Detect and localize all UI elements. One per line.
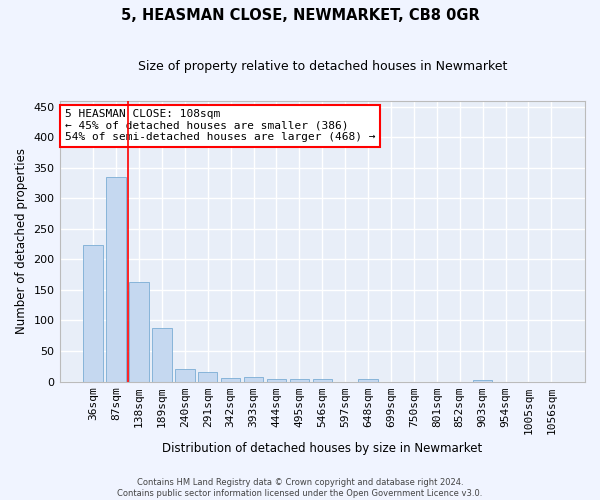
Bar [290,378,309,382]
Bar [175,368,194,382]
Bar [129,282,149,382]
Bar [221,378,241,382]
Bar [244,376,263,382]
Bar [106,177,126,382]
Bar [267,378,286,382]
Bar [152,328,172,382]
Text: 5 HEASMAN CLOSE: 108sqm
← 45% of detached houses are smaller (386)
54% of semi-d: 5 HEASMAN CLOSE: 108sqm ← 45% of detache… [65,109,375,142]
Bar [198,372,217,382]
Text: Contains HM Land Registry data © Crown copyright and database right 2024.
Contai: Contains HM Land Registry data © Crown c… [118,478,482,498]
Bar [313,379,332,382]
Title: Size of property relative to detached houses in Newmarket: Size of property relative to detached ho… [137,60,507,73]
Bar [358,379,378,382]
Bar [83,244,103,382]
Text: 5, HEASMAN CLOSE, NEWMARKET, CB8 0GR: 5, HEASMAN CLOSE, NEWMARKET, CB8 0GR [121,8,479,22]
Bar [473,380,493,382]
Y-axis label: Number of detached properties: Number of detached properties [15,148,28,334]
X-axis label: Distribution of detached houses by size in Newmarket: Distribution of detached houses by size … [162,442,482,455]
